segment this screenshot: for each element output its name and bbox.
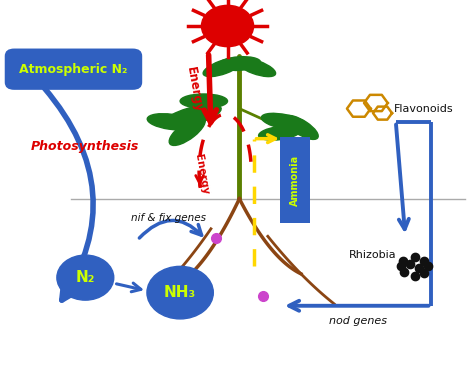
Circle shape xyxy=(57,255,114,300)
Circle shape xyxy=(201,5,254,47)
Text: Ammonia: Ammonia xyxy=(290,154,300,205)
FancyBboxPatch shape xyxy=(280,137,310,223)
Text: Photosynthesis: Photosynthesis xyxy=(31,140,139,153)
Text: Rhizobia: Rhizobia xyxy=(349,250,397,260)
Text: nod genes: nod genes xyxy=(329,316,387,326)
FancyArrowPatch shape xyxy=(45,88,93,300)
Text: Flavonoids: Flavonoids xyxy=(393,103,453,114)
Ellipse shape xyxy=(284,115,318,139)
Text: Atmospheric N₂: Atmospheric N₂ xyxy=(19,63,128,76)
Text: N₂: N₂ xyxy=(76,270,95,285)
Ellipse shape xyxy=(169,117,205,146)
Ellipse shape xyxy=(237,58,275,77)
Circle shape xyxy=(147,266,213,319)
FancyArrowPatch shape xyxy=(139,221,201,238)
Text: nif & fix genes: nif & fix genes xyxy=(131,213,206,222)
Ellipse shape xyxy=(147,114,194,130)
Text: Energy: Energy xyxy=(193,153,210,196)
FancyBboxPatch shape xyxy=(5,49,142,90)
Ellipse shape xyxy=(261,113,308,130)
Ellipse shape xyxy=(218,56,261,70)
Ellipse shape xyxy=(259,126,301,140)
Ellipse shape xyxy=(203,58,242,77)
Ellipse shape xyxy=(180,94,228,108)
Ellipse shape xyxy=(163,105,221,128)
Text: NH₃: NH₃ xyxy=(164,285,196,300)
Text: Energy: Energy xyxy=(184,66,205,114)
